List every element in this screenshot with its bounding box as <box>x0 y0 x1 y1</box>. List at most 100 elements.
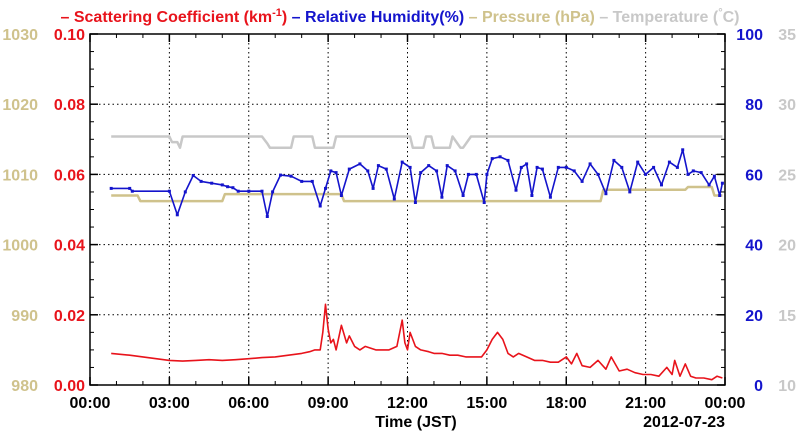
series-line-temperature <box>111 135 723 149</box>
plot-series <box>109 135 724 381</box>
legend-item-0: – Scattering Coefficient (km <box>61 9 273 26</box>
series-point-humidity <box>310 179 314 183</box>
series-point-humidity <box>453 169 457 173</box>
x-tick-label: 12:00 <box>387 395 428 412</box>
series-point-humidity <box>620 165 624 169</box>
x-tick-label: 21:00 <box>625 395 666 412</box>
pressure-tick-label: 1030 <box>2 27 38 44</box>
series-point-humidity <box>358 162 362 166</box>
x-tick-label: 00:00 <box>705 395 746 412</box>
x-tick-label: 06:00 <box>228 395 269 412</box>
x-axis: 00:00 03:00 06:00 09:00 12:00 15:00 18:00 21:00… <box>70 34 746 412</box>
series-point-humidity <box>271 190 275 194</box>
humidity-tick-label: 40 <box>745 238 763 255</box>
series-point-humidity <box>699 171 703 175</box>
legend-sup-0: -1 <box>272 7 282 19</box>
series-point-humidity <box>636 160 640 164</box>
series-point-humidity <box>514 188 518 192</box>
x-axis-label: Time (JST) <box>375 414 457 431</box>
series-point-humidity <box>435 169 439 173</box>
grid <box>90 34 725 385</box>
series-point-humidity <box>128 186 132 190</box>
scattering-tick-label: 0.04 <box>54 238 85 255</box>
legend: – Scattering Coefficient (km-1) – Relati… <box>61 7 740 26</box>
series-point-humidity <box>210 181 214 185</box>
x-tick-label: 09:00 <box>308 395 349 412</box>
series-point-humidity <box>686 172 690 176</box>
series-point-humidity <box>628 190 632 194</box>
pressure-tick-label: 1010 <box>2 167 38 184</box>
series-point-humidity <box>371 186 375 190</box>
series-point-humidity <box>612 158 616 162</box>
x-tick-label: 00:00 <box>70 395 111 412</box>
scattering-tick-label: 0.00 <box>54 378 85 395</box>
series-point-humidity <box>247 189 251 193</box>
series-point-humidity <box>604 192 608 196</box>
series-point-humidity <box>548 195 552 199</box>
legend-suffix-3: C) <box>723 9 740 26</box>
series-point-humidity <box>644 172 648 176</box>
series-point-humidity <box>392 197 396 201</box>
series-line-scattering <box>111 303 723 381</box>
series-point-humidity <box>485 172 489 176</box>
series-point-humidity <box>461 194 465 197</box>
pressure-tick-label: 990 <box>11 308 38 325</box>
series-point-humidity <box>318 204 322 208</box>
scattering-tick-label: 0.08 <box>54 97 85 114</box>
series-point-humidity <box>667 160 671 164</box>
series-point-humidity <box>236 189 240 193</box>
series-point-humidity <box>384 167 388 171</box>
series-point-humidity <box>231 186 235 190</box>
x-tick-label: 18:00 <box>546 395 587 412</box>
series-point-humidity <box>329 169 333 173</box>
series-point-humidity <box>564 165 568 169</box>
series-point-humidity <box>413 201 417 204</box>
series-point-humidity <box>596 172 600 176</box>
scattering-tick-label: 0.10 <box>54 27 85 44</box>
series-point-humidity <box>199 179 203 183</box>
series-point-humidity <box>474 172 478 176</box>
series-point-humidity <box>712 174 716 178</box>
right-axes: 0 20 40 60 80 100 10 15 20 25 30 35 <box>717 27 796 395</box>
series-point-humidity <box>260 189 264 193</box>
x-tick-label: 15:00 <box>466 395 507 412</box>
left-axes: 980 990 1000 1010 1020 1030 0.00 0.02 0.04 0.06 0.… <box>2 27 98 395</box>
series-point-humidity <box>525 162 529 166</box>
legend-text: – Scattering Coefficient (km-1) – Relati… <box>61 7 740 26</box>
series-point-humidity <box>530 194 534 197</box>
humidity-tick-label: 0 <box>754 378 763 395</box>
legend-item-1: – Relative Humidity(%) <box>287 9 464 26</box>
series-point-humidity <box>109 186 113 190</box>
series-point-humidity <box>718 194 722 197</box>
humidity-tick-label: 60 <box>745 167 763 184</box>
legend-item-2: – Pressure (hPa) <box>464 9 595 26</box>
series-point-humidity <box>652 165 656 169</box>
humidity-tick-label: 100 <box>736 27 763 44</box>
series-point-humidity <box>419 171 423 175</box>
series-line-humidity <box>111 149 724 218</box>
series-point-humidity <box>572 169 576 173</box>
series-point-humidity <box>720 181 724 185</box>
scattering-tick-label: 0.06 <box>54 167 85 184</box>
series-point-humidity <box>400 160 404 164</box>
series-point-humidity <box>445 164 449 168</box>
series-point-humidity <box>408 165 412 169</box>
series-point-humidity <box>675 165 679 169</box>
pressure-tick-label: 1020 <box>2 97 38 114</box>
series-point-humidity <box>366 169 370 173</box>
legend-item-3: – Temperature ( <box>595 9 719 26</box>
series-point-humidity <box>167 189 171 193</box>
series-point-humidity <box>556 165 560 169</box>
series-point-humidity <box>265 215 269 218</box>
series-point-humidity <box>347 167 351 171</box>
series-point-humidity <box>482 201 486 204</box>
series-point-humidity <box>498 155 502 159</box>
temperature-tick-label: 30 <box>778 97 796 114</box>
series-point-humidity <box>339 194 343 197</box>
pressure-tick-label: 1000 <box>2 238 38 255</box>
series-point-humidity <box>540 167 544 171</box>
series-point-humidity <box>588 162 592 166</box>
series-point-humidity <box>334 171 338 175</box>
series-point-humidity <box>681 148 685 152</box>
